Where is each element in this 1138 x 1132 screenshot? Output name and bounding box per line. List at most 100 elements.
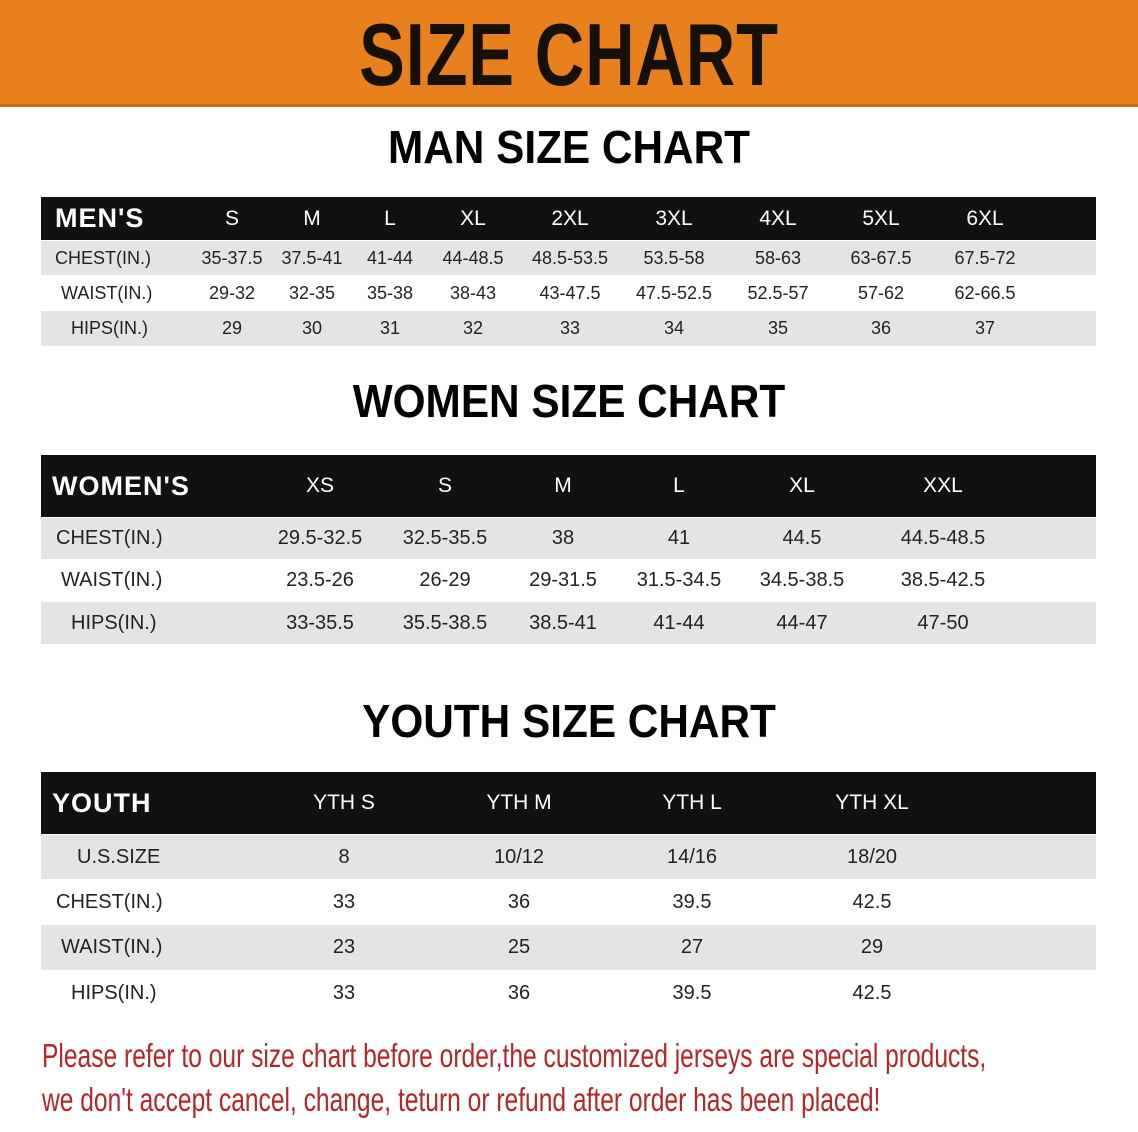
measurement-cell: 43-47.5	[539, 282, 601, 303]
measurement-cell: 23.5-26	[286, 568, 354, 591]
row-label: U.S.SIZE	[77, 845, 161, 868]
measurement-cell: 32	[462, 318, 484, 338]
measurement-cell: 18/20	[846, 845, 898, 868]
measurement-cell: 29-31.5	[529, 568, 597, 591]
youth-table-row: WAIST(IN.) 23 25 27 29	[41, 925, 1096, 970]
note-line-1: Please refer to our size chart before or…	[42, 1037, 987, 1074]
youth-size-header: YTH S	[313, 791, 375, 814]
women-size-header: S	[437, 474, 453, 497]
measurement-cell: 35-38	[366, 282, 414, 303]
measurement-cell: 31.5-34.5	[636, 568, 722, 591]
measurement-cell: 38.5-42.5	[900, 568, 986, 591]
measurement-cell: 26-29	[419, 568, 471, 591]
men-header-label: MEN'S	[55, 203, 145, 233]
youth-size-table: YOUTH YTH S YTH M YTH L YTH XL U.S.SIZE 8 10/12…	[41, 772, 1096, 1016]
youth-header-row: YOUTH YTH S YTH M YTH L YTH XL	[41, 772, 1096, 834]
men-section-title: MAN SIZE CHART	[387, 121, 751, 173]
women-size-header: M	[554, 474, 572, 497]
measurement-cell: 35-37.5	[201, 247, 263, 268]
men-size-header: 2XL	[551, 206, 589, 230]
measurement-cell: 36	[507, 890, 531, 913]
banner: SIZE CHART	[0, 0, 1138, 107]
measurement-cell: 44-48.5	[442, 247, 504, 268]
women-table-row: CHEST(IN.) 29.5-32.5 32.5-35.5 38 41 44.5 44.5…	[41, 518, 1096, 559]
measurement-cell: 62-66.5	[954, 282, 1016, 303]
measurement-cell: 29-32	[208, 282, 256, 303]
measurement-cell: 36	[507, 982, 531, 1004]
women-size-header: XS	[305, 474, 335, 497]
measurement-cell: 29	[860, 936, 884, 958]
men-size-header: S	[224, 206, 240, 230]
row-label: WAIST(IN.)	[61, 282, 153, 303]
row-label: HIPS(IN.)	[71, 982, 157, 1004]
banner-title: SIZE CHART	[359, 5, 779, 104]
women-table-row: HIPS(IN.) 33-35.5 35.5-38.5 38.5-41 41-44 44-…	[41, 602, 1096, 644]
measurement-cell: 44.5	[782, 527, 822, 549]
measurement-cell: 23	[332, 936, 356, 958]
measurement-cell: 44-47	[776, 611, 828, 634]
men-table-row: WAIST(IN.) 29-32 32-35 35-38 38-43 43-47.5 47.…	[41, 276, 1096, 310]
youth-header-label: YOUTH	[52, 787, 152, 818]
women-header-row: WOMEN'S XS S M L XL XXL	[41, 455, 1096, 517]
row-label: CHEST(IN.)	[56, 527, 163, 549]
youth-section-title: YOUTH SIZE CHART	[362, 695, 776, 747]
row-label: HIPS(IN.)	[71, 611, 157, 634]
women-table-row: WAIST(IN.) 23.5-26 26-29 29-31.5 31.5-34.5 34…	[41, 559, 1096, 601]
youth-table-row: CHEST(IN.) 33 36 39.5 42.5	[41, 880, 1096, 924]
measurement-cell: 33	[332, 890, 356, 913]
youth-size-header: YTH XL	[835, 791, 909, 814]
men-table-row: CHEST(IN.) 35-37.5 37.5-41 41-44 44-48.5 48.5…	[41, 241, 1096, 275]
youth-table-row: HIPS(IN.) 33 36 39.5 42.5	[41, 971, 1096, 1016]
youth-size-header: YTH M	[486, 791, 552, 814]
measurement-cell: 57-62	[857, 282, 905, 303]
measurement-cell: 35	[767, 318, 789, 338]
measurement-cell: 32.5-35.5	[402, 527, 488, 549]
measurement-cell: 14/16	[666, 845, 718, 868]
women-header-label: WOMEN'S	[52, 470, 190, 501]
measurement-cell: 63-67.5	[850, 247, 912, 268]
measurement-cell: 10/12	[493, 845, 545, 868]
men-size-header: L	[384, 206, 396, 230]
row-label: WAIST(IN.)	[61, 936, 163, 958]
measurement-cell: 47-50	[917, 611, 969, 634]
measurement-cell: 47.5-52.5	[635, 282, 713, 303]
women-size-header: XL	[789, 474, 815, 497]
row-label: WAIST(IN.)	[61, 568, 163, 591]
measurement-cell: 27	[680, 936, 704, 958]
measurement-cell: 37.5-41	[281, 247, 343, 268]
measurement-cell: 32-35	[288, 282, 336, 303]
men-size-header: 3XL	[655, 206, 693, 230]
measurement-cell: 41-44	[653, 611, 705, 634]
measurement-cell: 67.5-72	[954, 247, 1016, 268]
row-label: HIPS(IN.)	[71, 318, 149, 338]
measurement-cell: 41	[667, 527, 691, 549]
youth-table-row: U.S.SIZE 8 10/12 14/16 18/20	[41, 835, 1096, 879]
youth-size-header: YTH L	[662, 791, 722, 814]
measurement-cell: 31	[379, 318, 401, 338]
measurement-cell: 42.5	[852, 982, 892, 1004]
measurement-cell: 39.5	[672, 982, 712, 1004]
measurement-cell: 35.5-38.5	[402, 611, 488, 634]
measurement-cell: 29	[221, 318, 243, 338]
men-header-row: MEN'S S M L XL 2XL 3XL 4XL 5XL 6XL	[41, 197, 1096, 240]
note-line-2: we don't accept cancel, change, teturn o…	[42, 1081, 881, 1118]
measurement-cell: 58-63	[754, 247, 802, 268]
women-size-table: WOMEN'S XS S M L XL XXL CHEST(IN.) 29.5-32.5 32.5…	[41, 455, 1096, 645]
men-size-header: 5XL	[862, 206, 900, 230]
men-size-header: 6XL	[966, 206, 1004, 230]
men-size-header: XL	[460, 206, 486, 230]
measurement-cell: 53.5-58	[643, 247, 705, 268]
men-table-row: HIPS(IN.) 29 30 31 32 33 34 35 36 37	[41, 311, 1096, 346]
measurement-cell: 52.5-57	[747, 282, 809, 303]
measurement-cell: 25	[507, 936, 531, 958]
measurement-cell: 38-43	[449, 282, 497, 303]
measurement-cell: 39.5	[672, 890, 712, 913]
measurement-cell: 48.5-53.5	[531, 247, 609, 268]
measurement-cell: 34	[663, 318, 685, 338]
measurement-cell: 37	[974, 318, 996, 338]
measurement-cell: 44.5-48.5	[900, 527, 986, 549]
women-size-header: L	[673, 474, 685, 497]
women-size-header: XXL	[923, 474, 963, 497]
measurement-cell: 36	[870, 318, 892, 338]
row-label: CHEST(IN.)	[56, 890, 163, 913]
